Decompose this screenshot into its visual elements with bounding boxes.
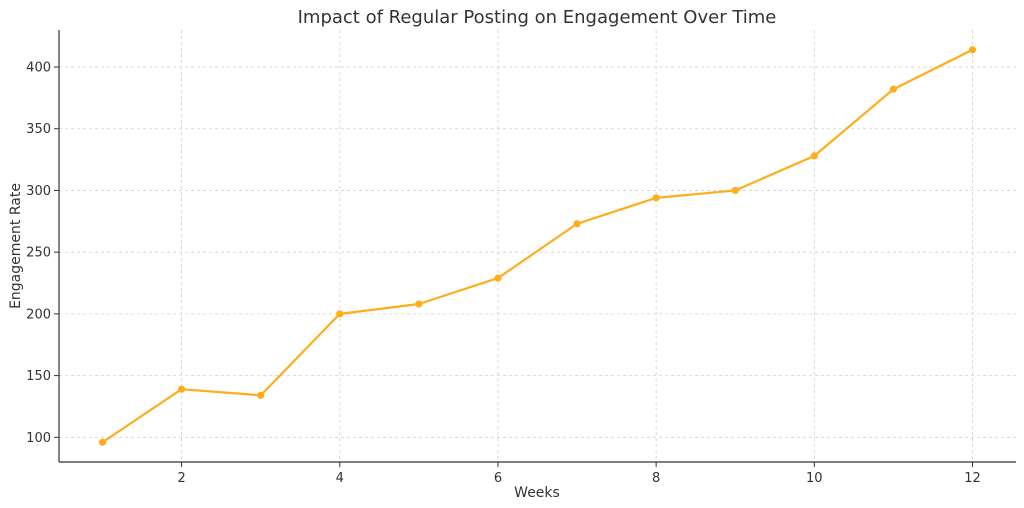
y-tick-label: 150 bbox=[26, 369, 51, 384]
y-axis-label: Engagement Rate bbox=[8, 183, 24, 309]
x-tick-label: 6 bbox=[494, 471, 502, 486]
y-tick-label: 400 bbox=[26, 61, 51, 76]
y-tick-label: 250 bbox=[26, 246, 51, 261]
data-point bbox=[889, 85, 898, 93]
series-line bbox=[101, 48, 974, 444]
data-point bbox=[652, 194, 660, 202]
data-point bbox=[98, 438, 107, 446]
axis-layer: 2 4 6 8 10 12 100 150 200 250 300 350 400 bbox=[26, 30, 1016, 486]
y-tick-label: 300 bbox=[26, 184, 51, 199]
x-axis-label: Weeks bbox=[514, 485, 560, 501]
x-tick-label: 12 bbox=[964, 471, 981, 486]
series-layer bbox=[98, 46, 977, 446]
grid-layer bbox=[59, 30, 1016, 462]
y-tick-label: 100 bbox=[26, 431, 51, 446]
data-point bbox=[968, 46, 977, 54]
y-tick-label: 200 bbox=[26, 307, 51, 322]
x-tick-label: 8 bbox=[652, 471, 660, 486]
data-point bbox=[810, 152, 818, 160]
data-point bbox=[177, 385, 186, 393]
x-tick-label: 4 bbox=[336, 471, 344, 486]
data-point bbox=[257, 391, 265, 399]
data-point bbox=[494, 274, 502, 282]
data-point bbox=[731, 186, 739, 195]
data-point bbox=[573, 220, 581, 228]
x-tick-label: 2 bbox=[177, 471, 185, 486]
chart-title: Impact of Regular Posting on Engagement … bbox=[298, 7, 777, 28]
data-point bbox=[415, 300, 423, 308]
y-tick-label: 350 bbox=[26, 122, 51, 137]
data-point bbox=[336, 310, 344, 318]
x-tick-label: 10 bbox=[806, 471, 823, 486]
